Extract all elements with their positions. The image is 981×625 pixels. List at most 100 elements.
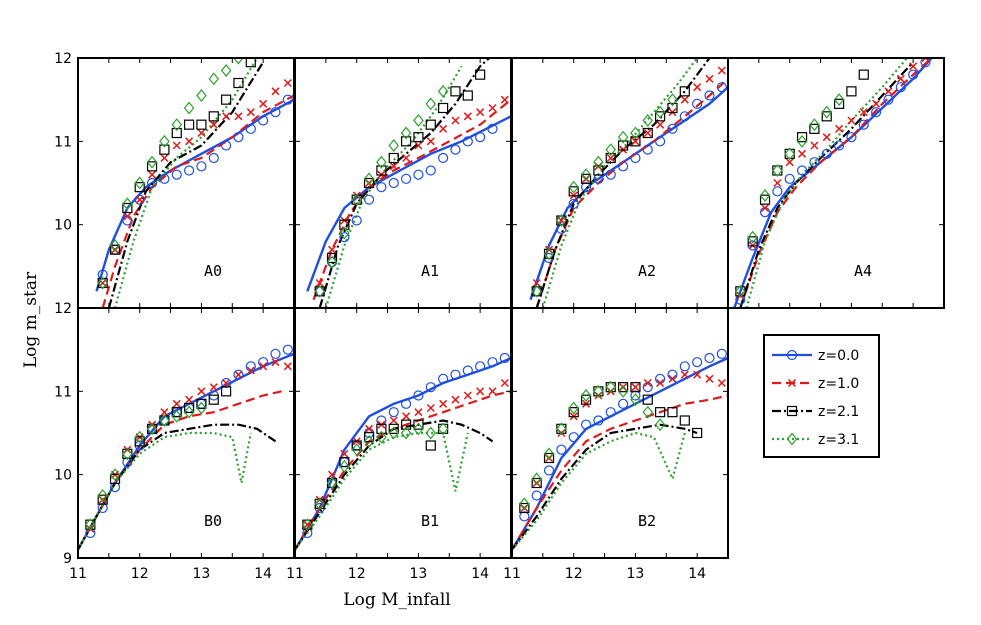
data-point-z=3.1: [196, 89, 207, 102]
data-point-z=0.0: [282, 94, 293, 105]
cross-stroke: [283, 78, 292, 88]
data-point-z=2.1: [630, 382, 641, 393]
data-point-z=0.0: [568, 432, 579, 443]
data-point-z=1.0: [234, 370, 243, 379]
panel-label: A4: [854, 262, 872, 280]
data-point-z=1.0: [185, 395, 194, 404]
y-tick-label: 11: [54, 384, 72, 400]
data-point-z=1.0: [222, 378, 231, 388]
cross-stroke: [924, 58, 930, 63]
data-point-z=1.0: [426, 137, 435, 146]
cross-stroke: [234, 370, 243, 379]
data-point-z=3.1: [326, 255, 338, 269]
data-point-z=1.0: [859, 108, 868, 117]
data-point-z=3.1: [735, 284, 746, 298]
data-point-z=3.1: [363, 434, 375, 448]
data-point-z=3.1: [122, 197, 133, 211]
data-point-z=1.0: [872, 99, 881, 108]
data-point-z=1.0: [785, 158, 794, 167]
data-point-z=0.0: [171, 169, 182, 180]
data-point-z=3.1: [109, 239, 121, 252]
data-point-z=1.0: [160, 153, 169, 163]
cross-stroke: [884, 87, 893, 96]
data-point-z=1.0: [705, 74, 714, 83]
data-point-z=1.0: [197, 387, 206, 396]
panel-plot-area: [78, 344, 294, 551]
data-point-z=1.0: [389, 162, 398, 171]
data-point-z=1.0: [643, 378, 652, 388]
data-point-z=1.0: [476, 387, 485, 396]
data-point-z=1.0: [148, 170, 157, 179]
data-point-z=0.0: [97, 502, 108, 514]
data-point-z=3.1: [208, 72, 220, 86]
legend-entry-z=3.1: z=3.1: [772, 432, 859, 448]
data-point-z=2.1: [642, 394, 653, 405]
data-point-z=3.1: [134, 176, 145, 190]
data-point-z=0.0: [630, 152, 641, 164]
data-point-z=3.1: [531, 284, 542, 298]
cross-stroke: [439, 399, 448, 408]
data-point-z=2.1: [171, 127, 182, 139]
data-point-z=3.1: [220, 64, 232, 77]
data-point-z=3.1: [146, 155, 158, 169]
panel-frame: [77, 57, 295, 309]
data-point-z=3.1: [821, 105, 833, 119]
panel-label: A1: [421, 262, 439, 280]
data-point-z=2.1: [519, 502, 530, 514]
data-point-z=3.1: [630, 126, 641, 140]
data-point-z=3.1: [642, 405, 654, 419]
data-point-z=1.0: [810, 141, 819, 150]
series-line-z=3.1: [541, 58, 698, 308]
data-point-z=3.1: [413, 422, 424, 436]
panel-label: B1: [421, 512, 439, 530]
cross-stroke: [414, 408, 423, 417]
x-tick-label: 12: [565, 566, 583, 582]
data-point-z=0.0: [196, 161, 207, 172]
data-point-z=0.0: [858, 119, 869, 130]
data-point-z=0.0: [580, 182, 592, 193]
data-point-z=0.0: [475, 132, 486, 143]
panel-frame: [727, 57, 945, 309]
data-point-z=0.0: [122, 457, 133, 468]
data-point-z=0.0: [363, 194, 375, 205]
data-point-z=2.1: [747, 236, 758, 247]
data-point-z=1.0: [463, 112, 472, 121]
cross-stroke: [402, 412, 411, 421]
series-line-z=1.0: [739, 58, 933, 308]
data-point-z=2.1: [462, 90, 473, 101]
cross-stroke: [773, 178, 782, 188]
data-point-z=2.1: [759, 194, 771, 205]
data-point-z=3.1: [400, 126, 412, 140]
data-point-z=0.0: [475, 361, 486, 372]
y-tick-label: 12: [54, 51, 72, 67]
legend-marker: [786, 405, 798, 417]
data-point-z=0.0: [270, 107, 281, 118]
data-point-z=2.1: [858, 69, 869, 80]
panel-label: A0: [204, 262, 222, 280]
data-point-z=3.1: [667, 93, 678, 107]
data-point-z=3.1: [314, 284, 325, 298]
legend-label: z=0.0: [818, 348, 859, 364]
series-line-z=3.1: [324, 65, 463, 308]
data-point-z=2.1: [221, 386, 232, 397]
legend-entry-z=1.0: z=1.0: [772, 376, 859, 392]
data-point-z=0.0: [704, 352, 715, 364]
data-point-z=2.1: [617, 382, 629, 393]
data-point-z=1.0: [283, 362, 292, 371]
data-point-z=0.0: [339, 232, 350, 243]
data-point-z=0.0: [462, 365, 473, 376]
series-line-z=0.0: [295, 356, 511, 551]
data-point-z=0.0: [134, 194, 145, 205]
data-point-z=2.1: [196, 398, 207, 409]
panel-A2: A2: [511, 57, 729, 309]
data-point-z=2.1: [568, 186, 579, 197]
series-line-z=3.1: [295, 431, 469, 551]
data-point-z=0.0: [233, 369, 244, 380]
data-point-z=2.1: [233, 77, 244, 89]
data-point-z=3.1: [159, 414, 170, 427]
data-point-z=3.1: [413, 114, 424, 127]
data-point-z=1.0: [717, 378, 726, 388]
data-point-z=0.0: [282, 344, 293, 355]
data-point-z=1.0: [271, 358, 280, 367]
panel-frame: [511, 307, 729, 559]
